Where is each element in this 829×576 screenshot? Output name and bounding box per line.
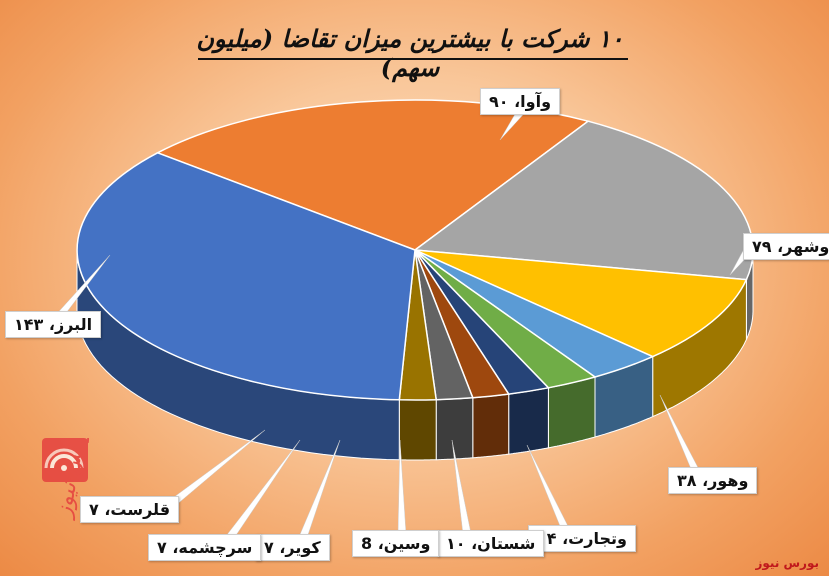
pie-side-وسین — [508, 387, 549, 455]
leader-line-وتجارت — [526, 444, 572, 537]
pie-slice-البرز — [76, 151, 416, 401]
label-vava: وآوا، ۹۰ — [480, 88, 561, 115]
pie-side-کویر — [472, 393, 510, 459]
pie-slice-وهور — [414, 249, 748, 358]
title-underline — [198, 58, 628, 60]
source-credit: بورس نیوز — [755, 556, 819, 570]
pie-side-سرچشمه — [435, 397, 474, 461]
label-shestan: شستان، ۱۰ — [437, 530, 545, 557]
label-kavir: کویر، ۷ — [255, 534, 330, 561]
label-vsin: وسین، 8 — [352, 530, 440, 557]
pie-sides — [76, 249, 754, 461]
leader-line-قلرست — [167, 429, 266, 509]
pie-top — [76, 99, 754, 401]
label-vhour: وهور، ۳۸ — [668, 467, 758, 494]
leader-line-کویر — [297, 439, 341, 542]
label-vshahr: وشهر، ۷۹ — [743, 233, 829, 260]
pie-side-شستان — [547, 376, 596, 449]
label-alborz: البرز، ۱۴۳ — [5, 311, 102, 338]
chart-title: ۱۰ شرکت با بیشترین میزان تقاضا (میلیون س… — [196, 24, 624, 82]
label-vtejarat: وتجارت، ۱۴ — [528, 525, 636, 552]
leader-line-سرچشمه — [224, 439, 301, 543]
boursnews-logo: بورس نیوز — [42, 438, 93, 522]
label-sarcheshmeh: سرچشمه، ۷ — [148, 534, 262, 561]
label-ghelrast: قلرست، ۷ — [80, 496, 180, 523]
pie-side-قلرست — [398, 399, 437, 461]
